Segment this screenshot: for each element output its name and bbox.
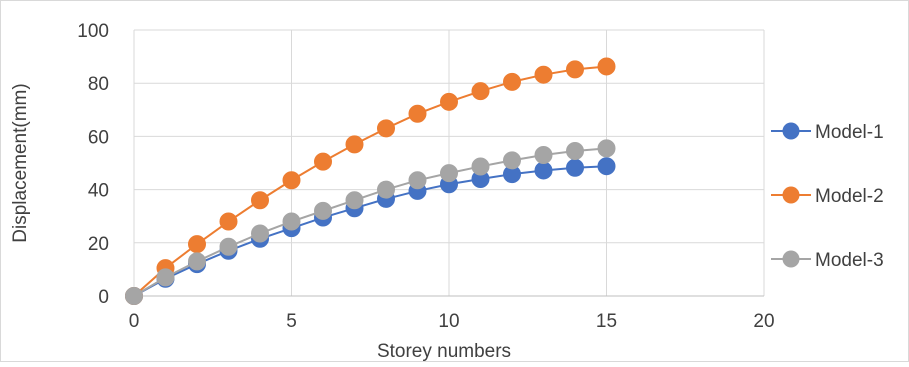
data-point [566, 142, 584, 161]
x-axis-title: Storey numbers [377, 341, 511, 362]
legend-label: Model-3 [815, 250, 884, 271]
legend-marker [782, 186, 800, 204]
data-point [503, 151, 521, 170]
data-point [597, 139, 616, 158]
data-point [440, 164, 458, 183]
legend-label: Model-2 [815, 186, 884, 207]
data-point [282, 212, 301, 231]
series-line [133, 147, 607, 297]
data-point [597, 57, 616, 76]
data-point [251, 191, 269, 210]
data-point [534, 161, 553, 180]
y-tick-label: 80 [88, 74, 109, 95]
data-point [314, 152, 332, 171]
y-tick-label: 40 [88, 181, 109, 202]
series-model-3 [125, 139, 616, 305]
x-tick-label: 20 [753, 311, 774, 332]
legend-marker [782, 250, 800, 268]
data-point [471, 157, 490, 176]
x-tick-label: 15 [596, 311, 617, 332]
data-point [188, 252, 206, 271]
axes: 0 20 40 60 80 100 0 5 10 15 20 [77, 21, 774, 332]
data-point [377, 119, 395, 138]
data-point [597, 157, 616, 176]
series-line [133, 65, 607, 297]
y-tick-label: 100 [77, 21, 109, 42]
y-tick-label: 60 [88, 127, 109, 148]
x-tick-label: 10 [438, 311, 459, 332]
data-point [503, 72, 521, 91]
y-tick-label: 0 [98, 287, 109, 308]
data-point [125, 287, 143, 305]
data-series [125, 57, 616, 305]
data-point [219, 212, 238, 231]
data-point [471, 82, 490, 101]
series-line [133, 165, 607, 297]
data-point [377, 180, 395, 199]
data-point [219, 237, 238, 256]
x-tick-label: 5 [286, 311, 297, 332]
data-point [188, 235, 206, 254]
data-point [534, 65, 553, 84]
x-tick-label: 0 [129, 311, 140, 332]
data-point [408, 171, 427, 190]
legend-item-model-2: Model-2 [771, 186, 884, 207]
legend-item-model-3: Model-3 [771, 250, 884, 271]
data-point [156, 268, 175, 287]
data-point [566, 60, 584, 79]
data-point [345, 135, 364, 154]
data-point [314, 201, 332, 220]
data-point [282, 171, 301, 190]
data-point [566, 158, 584, 177]
data-point [345, 191, 364, 210]
legend-item-model-1: Model-1 [771, 122, 884, 143]
y-axis-title: Displacement(mm) [10, 83, 31, 242]
legend-marker [782, 122, 800, 140]
y-tick-label: 20 [88, 234, 109, 255]
data-point [440, 92, 458, 111]
legend-label: Model-1 [815, 122, 884, 143]
data-point [408, 104, 427, 123]
data-point [251, 224, 269, 243]
data-point [534, 146, 553, 165]
legend: Model-1 Model-2 Model-3 [771, 122, 884, 271]
